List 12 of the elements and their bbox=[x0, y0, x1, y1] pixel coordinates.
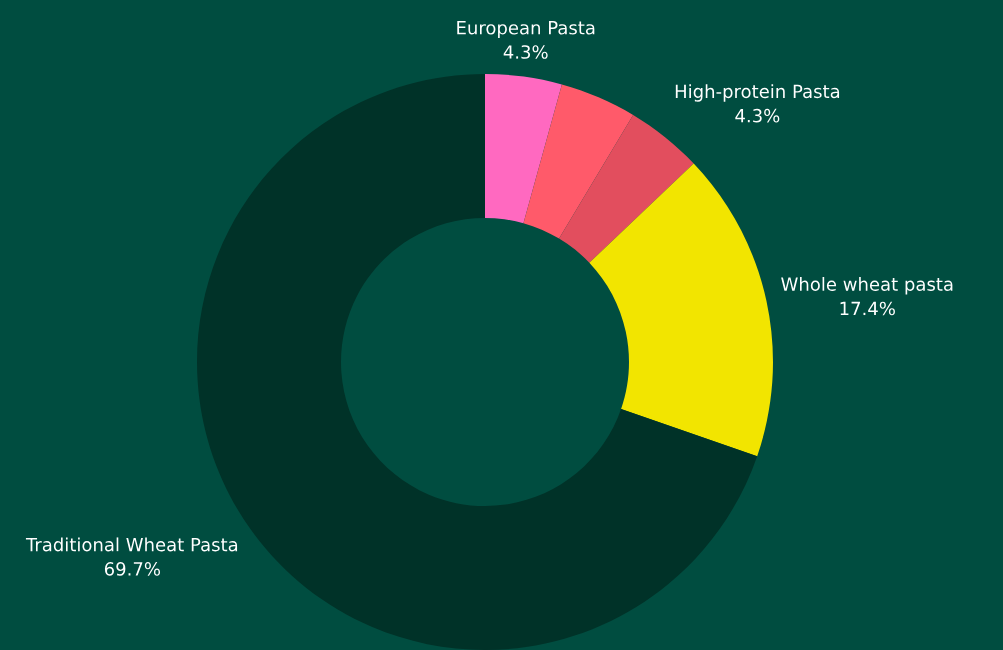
data-label: 4.3% bbox=[503, 45, 548, 59]
slice-label: European Pasta bbox=[457, 21, 595, 39]
slice-label: Traditional Wheat Pasta bbox=[25, 537, 238, 552]
data-label: 17.4% bbox=[840, 301, 895, 316]
slice-label: Whole wheat pasta bbox=[781, 276, 953, 295]
donut-slice bbox=[523, 84, 634, 239]
slice-label: High-protein Pasta bbox=[675, 84, 840, 102]
donut-slice bbox=[485, 74, 562, 224]
donut-slice bbox=[559, 115, 694, 263]
donut-slice bbox=[589, 163, 773, 457]
data-label: 4.3% bbox=[735, 108, 780, 123]
data-label: 69.7% bbox=[104, 562, 161, 576]
